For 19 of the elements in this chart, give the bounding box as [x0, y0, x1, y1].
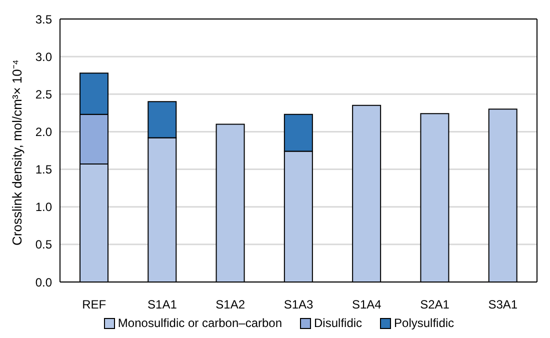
y-tick-label: 3.5 — [35, 12, 52, 26]
y-tick-label: 0.0 — [35, 275, 52, 290]
x-tick-label: S1A2 — [216, 298, 246, 312]
x-tick-label: S1A3 — [284, 298, 314, 312]
x-tick-label: S2A1 — [420, 298, 450, 312]
y-tick-label: 0.5 — [35, 238, 52, 252]
y-tick-label: 1.5 — [35, 162, 52, 177]
x-tick-label: S1A4 — [352, 298, 382, 312]
y-tick-label: 3.0 — [35, 50, 52, 64]
x-tick-label: REF — [82, 298, 106, 312]
y-axis-title: Crosslink density, mol/cm³× 10⁻⁴ — [10, 60, 25, 246]
legend-label: Disulfidic — [313, 316, 362, 330]
x-tick-label: S3A1 — [488, 298, 518, 312]
x-tick-label: S1A1 — [148, 298, 178, 312]
legend-label: Polysulfidic — [393, 316, 454, 330]
y-tick-label: 1.0 — [35, 200, 52, 214]
y-tick-label: 2.5 — [35, 87, 52, 102]
legend-label: Monosulfidic or carbon–carbon — [116, 316, 282, 330]
y-tick-label: 2.0 — [35, 124, 52, 139]
